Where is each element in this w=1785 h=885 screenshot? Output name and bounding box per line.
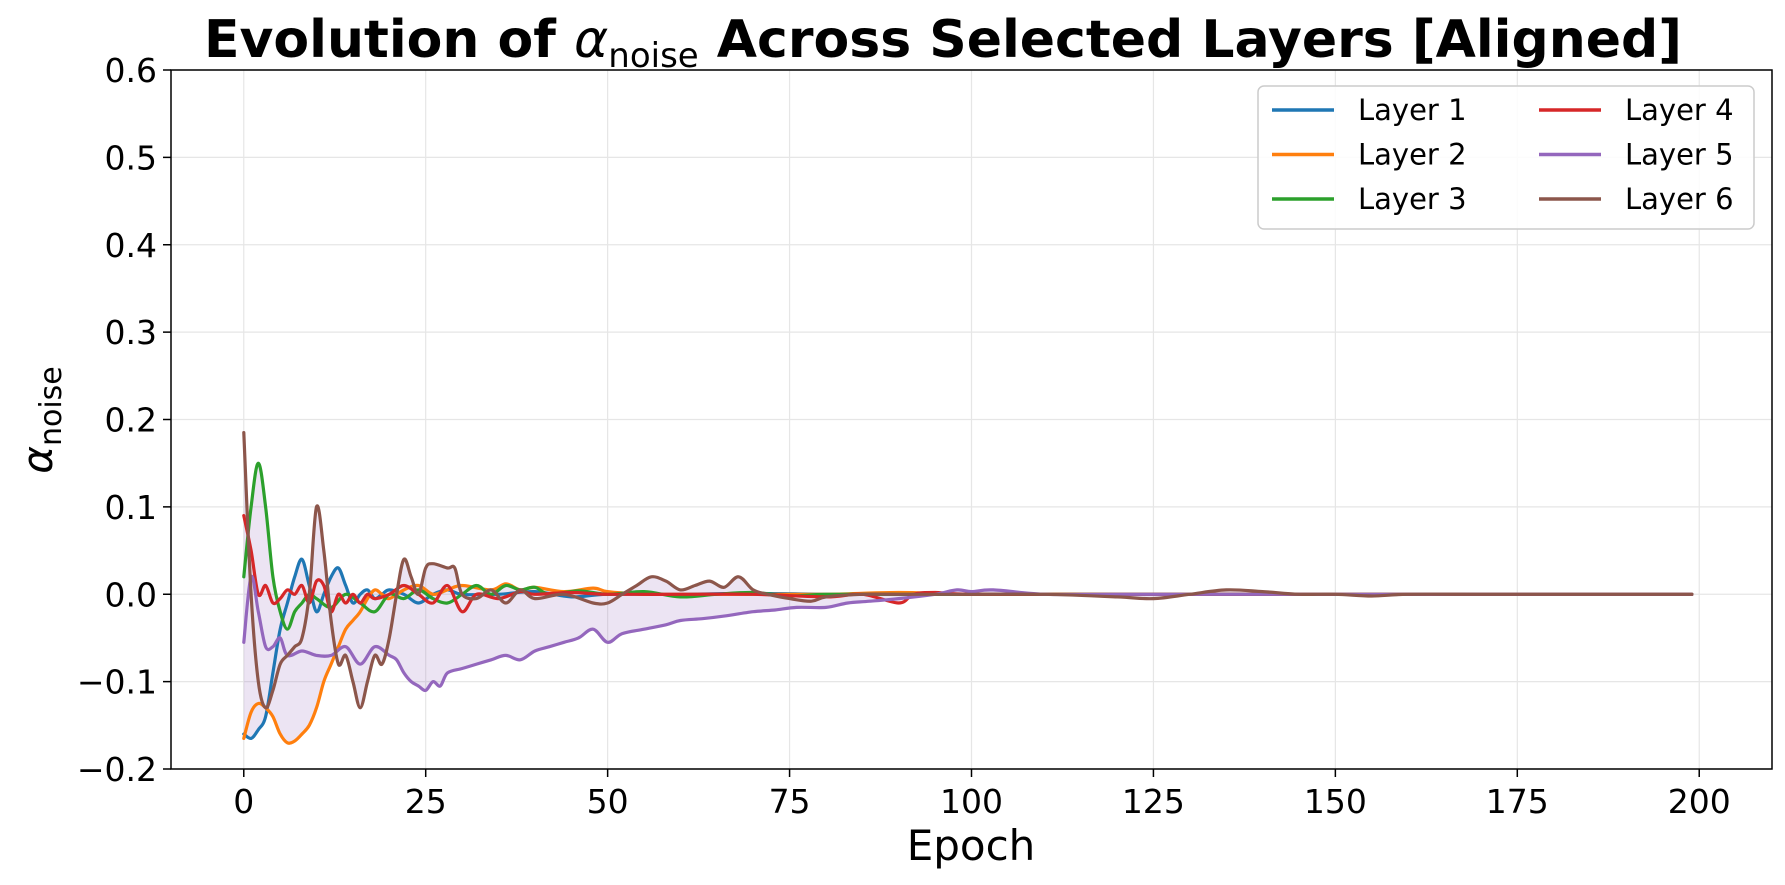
legend-label-layer-2: Layer 2 — [1358, 138, 1467, 172]
x-tick-label: 200 — [1668, 782, 1731, 821]
y-tick-label: −0.1 — [77, 663, 157, 702]
y-tick-label: 0.1 — [105, 488, 157, 527]
x-tick-label: 100 — [940, 782, 1003, 821]
series-line-layer-4 — [242, 514, 1694, 614]
legend-label-layer-6: Layer 6 — [1625, 182, 1734, 216]
legend-label-layer-5: Layer 5 — [1625, 138, 1734, 172]
x-axis-label: Epoch — [907, 821, 1036, 870]
y-tick-label: 0.5 — [105, 138, 157, 177]
chart-title: Evolution of αnoise Across Selected Laye… — [204, 10, 1682, 76]
legend-frame — [1257, 85, 1755, 230]
x-tick-label: 50 — [587, 782, 629, 821]
series-line-layer-6 — [242, 431, 1694, 710]
series-line-layer-2 — [242, 582, 1694, 745]
y-axis-label: αnoise — [13, 366, 69, 473]
legend-label-layer-4: Layer 4 — [1625, 93, 1734, 127]
x-tick-label: 125 — [1122, 782, 1185, 821]
x-tick-label: 175 — [1486, 782, 1549, 821]
y-tick-label: 0.6 — [105, 51, 157, 90]
y-tick-label: −0.2 — [77, 750, 157, 789]
legend-label-layer-1: Layer 1 — [1358, 93, 1467, 127]
y-tick-label: 0.3 — [105, 313, 157, 352]
x-axis-ticks: 0 25 50 75 100 125 150 175 200 — [233, 769, 1731, 821]
y-tick-label: 0.4 — [105, 226, 157, 265]
legend: Layer 1 Layer 2 Layer 3 Layer 4 Layer 5 Layer… — [1257, 85, 1755, 230]
x-tick-label: 75 — [769, 782, 811, 821]
x-tick-label: 0 — [233, 782, 254, 821]
y-axis-ticks: −0.2 −0.1 0.0 0.1 0.2 0.3 0.4 0.5 0.6 — [77, 51, 171, 789]
series-lines — [242, 431, 1694, 745]
y-tick-label: 0.0 — [105, 575, 157, 614]
y-tick-label: 0.2 — [105, 401, 157, 440]
legend-label-layer-3: Layer 3 — [1358, 182, 1467, 216]
x-tick-label: 150 — [1304, 782, 1367, 821]
x-tick-label: 25 — [405, 782, 447, 821]
